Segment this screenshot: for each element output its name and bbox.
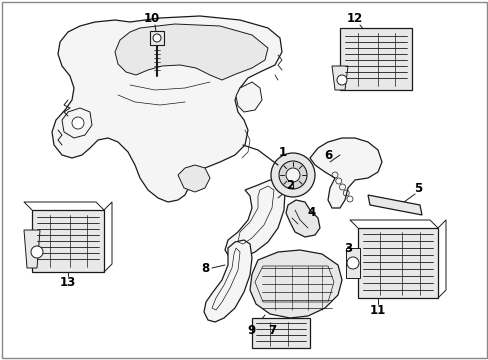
- Polygon shape: [203, 240, 251, 322]
- Circle shape: [336, 75, 346, 85]
- Polygon shape: [309, 138, 381, 208]
- Text: 1: 1: [278, 145, 286, 158]
- Polygon shape: [249, 250, 341, 318]
- Text: 12: 12: [346, 12, 363, 24]
- Polygon shape: [115, 24, 267, 80]
- Polygon shape: [32, 210, 104, 272]
- Text: 8: 8: [201, 261, 209, 274]
- Text: 11: 11: [369, 303, 386, 316]
- Polygon shape: [331, 66, 347, 90]
- Text: 7: 7: [267, 324, 276, 337]
- Polygon shape: [24, 230, 40, 268]
- Text: 6: 6: [323, 149, 331, 162]
- Circle shape: [270, 153, 314, 197]
- Polygon shape: [150, 31, 163, 45]
- Polygon shape: [357, 228, 437, 298]
- Polygon shape: [285, 200, 319, 237]
- Text: 4: 4: [307, 206, 315, 219]
- Polygon shape: [346, 248, 359, 278]
- Text: 10: 10: [143, 12, 160, 24]
- Text: 5: 5: [413, 181, 421, 194]
- Circle shape: [346, 257, 358, 269]
- Circle shape: [153, 34, 161, 42]
- Circle shape: [279, 161, 306, 189]
- Polygon shape: [62, 108, 92, 138]
- Text: 9: 9: [247, 324, 256, 337]
- Polygon shape: [339, 28, 411, 90]
- Text: 13: 13: [60, 275, 76, 288]
- Circle shape: [72, 117, 84, 129]
- Polygon shape: [224, 180, 285, 258]
- Polygon shape: [236, 82, 262, 112]
- Circle shape: [285, 168, 299, 182]
- Polygon shape: [52, 16, 282, 202]
- Circle shape: [31, 246, 43, 258]
- Polygon shape: [251, 318, 309, 348]
- Polygon shape: [367, 195, 421, 215]
- Text: 2: 2: [285, 179, 293, 192]
- Polygon shape: [178, 165, 209, 192]
- Text: 3: 3: [343, 242, 351, 255]
